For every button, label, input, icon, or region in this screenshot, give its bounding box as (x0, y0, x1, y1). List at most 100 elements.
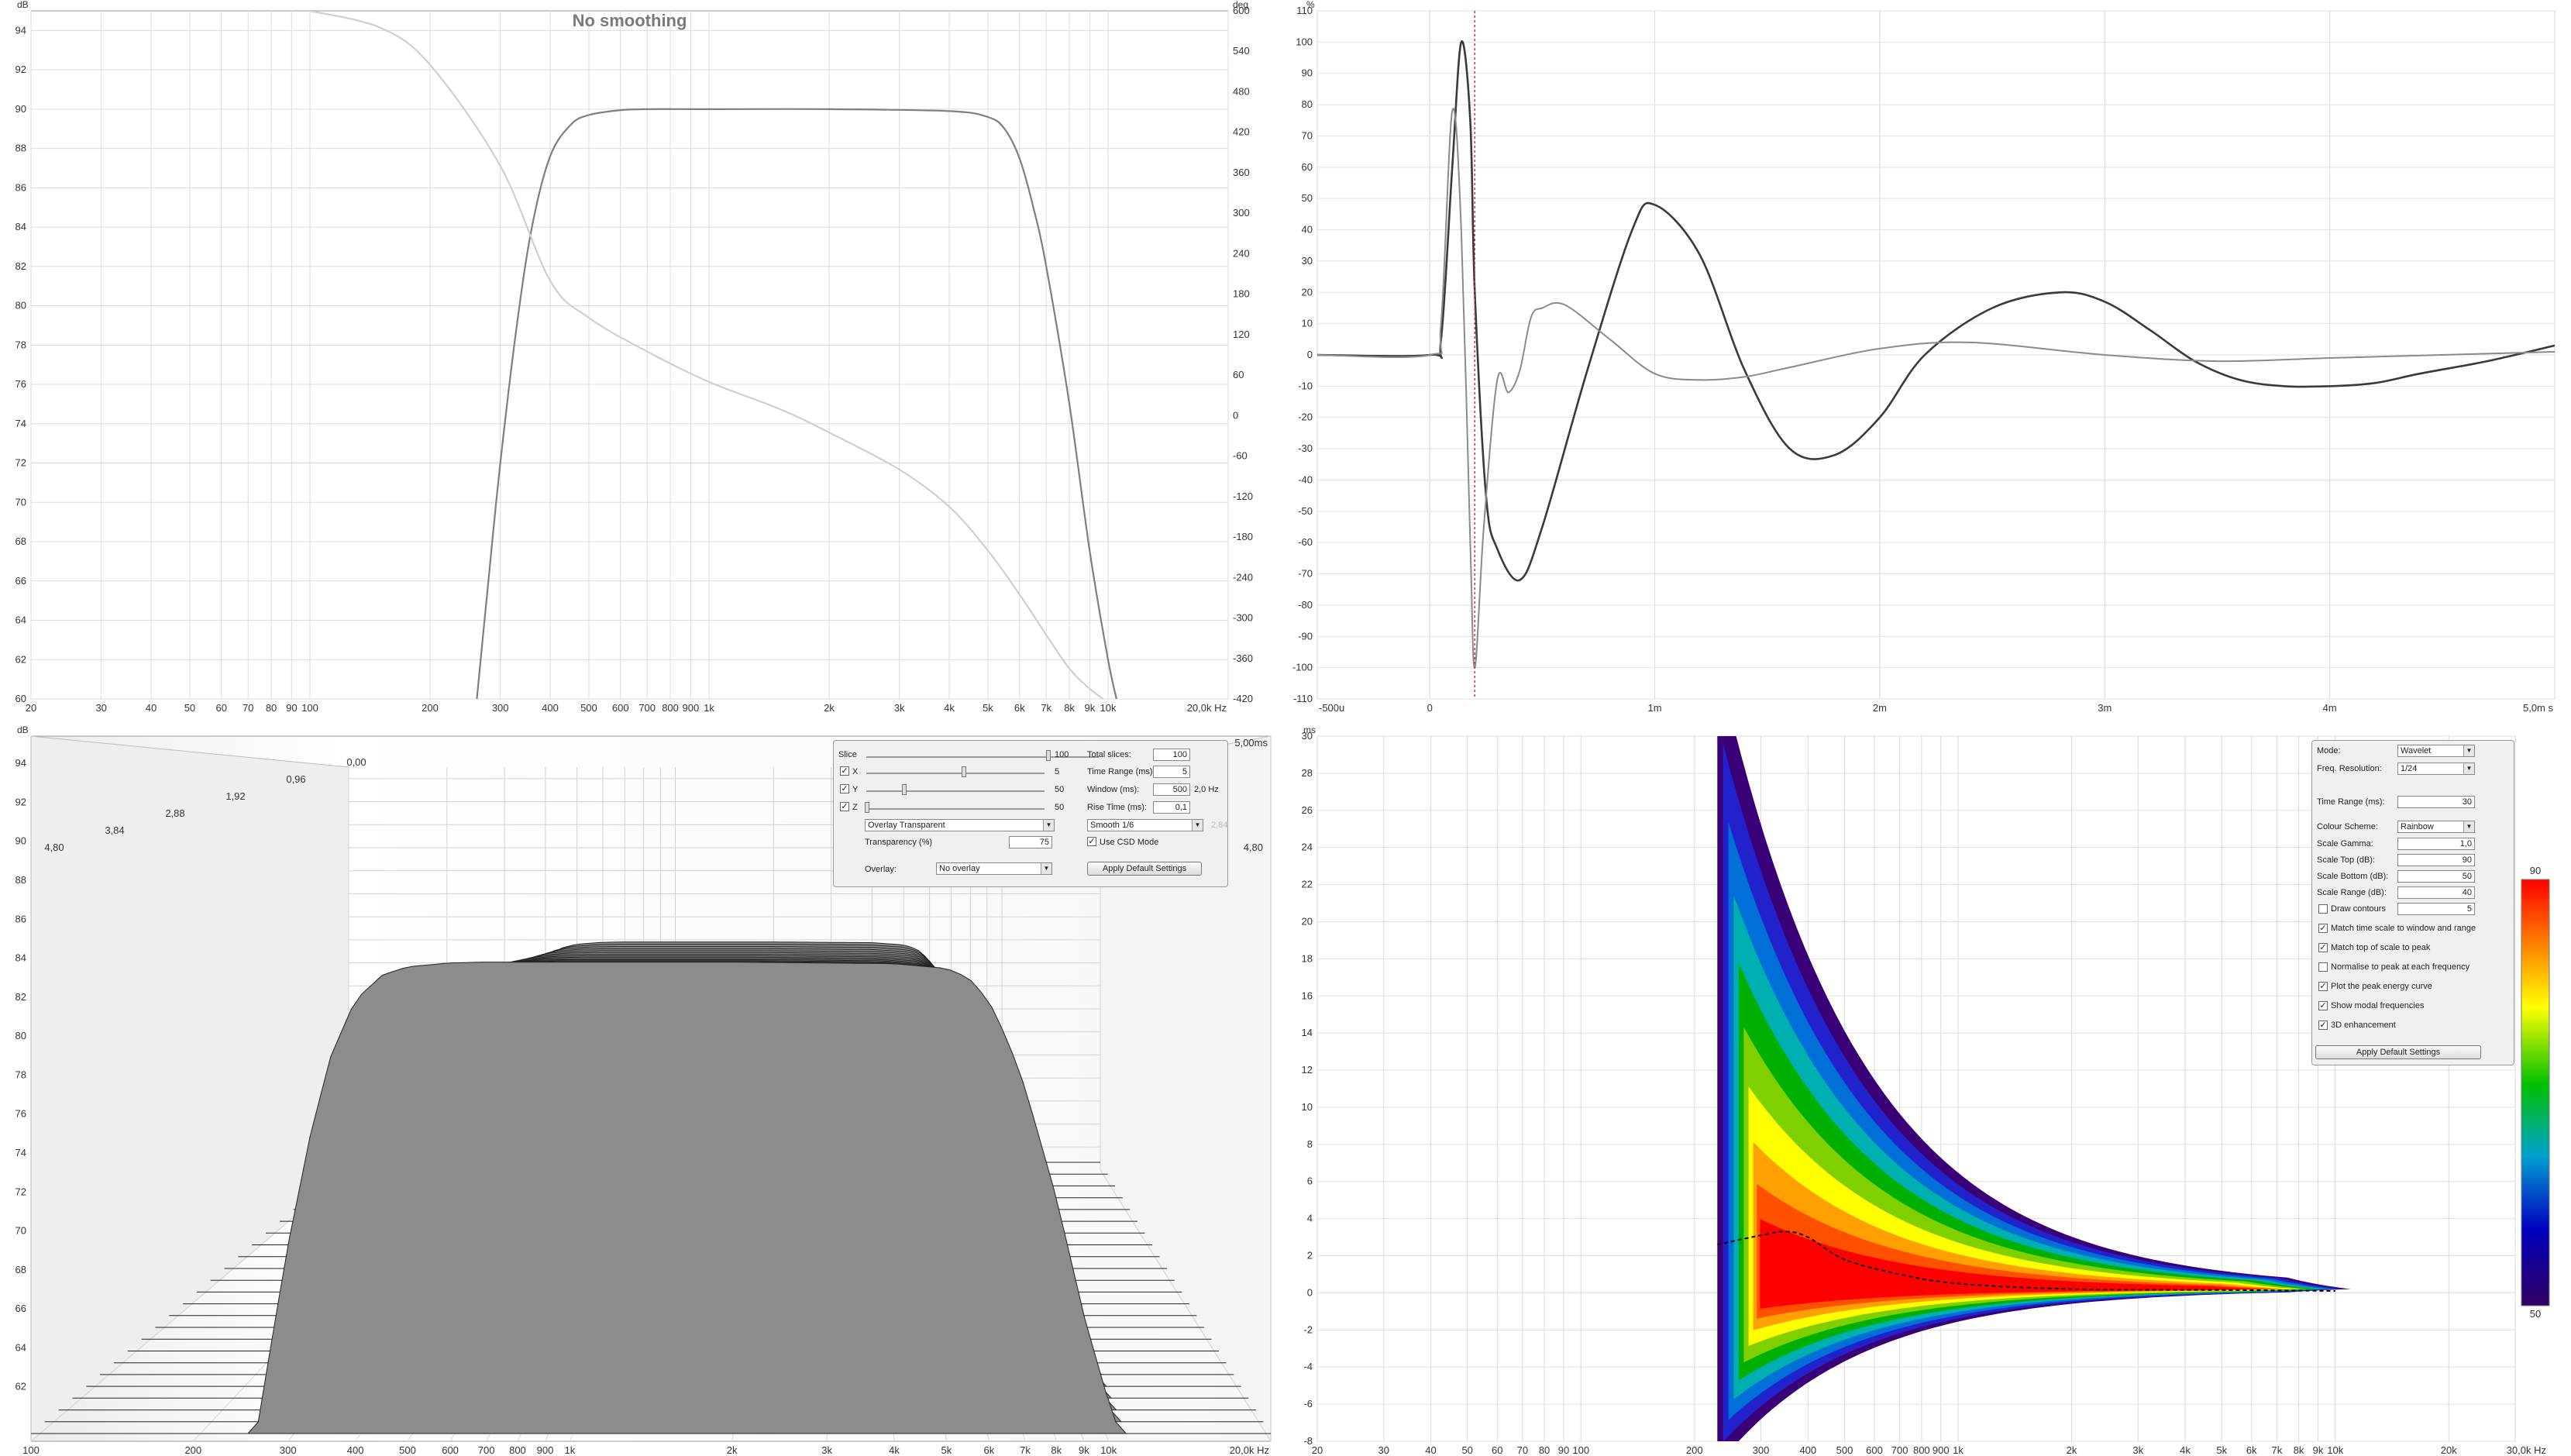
impulse-y-tick: -10 (1298, 380, 1313, 391)
waterfall-y-tick: 64 (15, 1341, 26, 1353)
freq-response-y-tick: 78 (15, 339, 26, 350)
time-range-input[interactable]: 5 (1153, 766, 1190, 778)
impulse-y-tick: -90 (1298, 630, 1313, 642)
spectrogram-y-tick: 16 (1302, 990, 1313, 1001)
impulse-y-tick: 10 (1302, 318, 1313, 329)
rise-time-input[interactable]: 0,1 (1153, 801, 1190, 814)
window-label: Window (ms): (1087, 785, 1140, 794)
x-label: X (852, 767, 859, 776)
spectrogram-x-tick: 300 (1753, 1444, 1770, 1456)
overlay-mode-select[interactable]: Overlay Transparent ▼ (865, 819, 1055, 831)
freq-response-y-tick: 84 (15, 221, 26, 232)
impulse-y-tick: -60 (1298, 536, 1313, 548)
use-csd-checkbox[interactable]: ✓ (1087, 837, 1096, 846)
y-slider[interactable] (866, 790, 1045, 792)
total-slices-input[interactable]: 100 (1153, 749, 1190, 761)
waterfall-x-tick: 7k (1020, 1444, 1031, 1456)
apply-defaults-button[interactable]: Apply Default Settings (1087, 862, 1202, 876)
freq-response-y2-tick: 180 (1233, 288, 1250, 300)
scale-range-input[interactable]: 40 (2397, 886, 2475, 899)
waterfall-y-unit: dB (17, 725, 29, 735)
transparency-input[interactable]: 75 (1009, 836, 1052, 848)
opt3-label: Normalise to peak at each frequency (2331, 962, 2470, 972)
spectrogram-y-tick: 12 (1302, 1064, 1313, 1076)
waterfall-floor-grid (1100, 1169, 1272, 1442)
waterfall-y-tick: 76 (15, 1108, 26, 1120)
freq-response-x-tick: 200 (422, 702, 439, 714)
freq-response-y-tick: 66 (15, 575, 26, 587)
scale-top-input[interactable]: 90 (2397, 854, 2475, 866)
spectrogram-y-tick: 4 (1307, 1213, 1313, 1224)
freq-response-x-tick: 90 (286, 702, 297, 714)
opt2-label: Match top of scale to peak (2331, 943, 2431, 952)
mode-select[interactable]: Wavelet ▼ (2397, 745, 2475, 757)
freq-response-x-tick: 30 (95, 702, 106, 714)
smoothing-select[interactable]: Smooth 1/6 ▼ (1087, 819, 1203, 831)
draw-contours-checkbox[interactable] (2318, 904, 2328, 914)
freq-response-y2-tick: -420 (1233, 693, 1253, 704)
z-value: 50 (1055, 803, 1065, 812)
phase-curve (309, 11, 1105, 699)
waterfall-y-tick: 66 (15, 1303, 26, 1314)
apply-defaults-button[interactable]: Apply Default Settings (2315, 1045, 2481, 1059)
contours-input[interactable]: 5 (2397, 903, 2475, 915)
y-value: 50 (1055, 785, 1065, 794)
x-slider-knob[interactable] (962, 766, 966, 777)
colour-scheme-select[interactable]: Rainbow ▼ (2397, 821, 2475, 833)
y-checkbox[interactable]: ✓ (840, 784, 849, 793)
spectrogram-y-tick: 14 (1302, 1027, 1313, 1038)
opt2-checkbox[interactable]: ✓ (2318, 943, 2328, 952)
opt5-checkbox[interactable]: ✓ (2318, 1001, 2328, 1010)
z-slider[interactable] (866, 808, 1045, 810)
spectrogram-x-tick: 70 (1517, 1444, 1528, 1456)
time-range-input[interactable]: 30 (2397, 796, 2475, 808)
waterfall-y-tick: 72 (15, 1186, 26, 1197)
x-slider[interactable] (866, 773, 1045, 774)
slice-slider-knob[interactable] (1046, 750, 1051, 761)
spectrogram-x-tick: 3k (2132, 1444, 2143, 1456)
slice-slider[interactable] (866, 756, 1099, 758)
freq-response-y2-tick: 360 (1233, 167, 1250, 178)
x-checkbox[interactable]: ✓ (840, 766, 849, 776)
waterfall-y-tick: 68 (15, 1264, 26, 1275)
freq-res-label: Freq. Resolution: (2317, 764, 2382, 773)
freq-response-y-tick: 90 (15, 103, 26, 115)
waterfall-y-tick: 94 (15, 757, 26, 769)
spectrogram-x-tick: 80 (1539, 1444, 1550, 1456)
freq-response-y2-tick: 600 (1233, 5, 1250, 16)
transparency-label: Transparency (%) (865, 838, 933, 847)
overlay-select[interactable]: No overlay ▼ (936, 862, 1052, 875)
z-slider-knob[interactable] (865, 802, 869, 813)
y-slider-knob[interactable] (902, 784, 907, 795)
opt3-checkbox[interactable] (2318, 962, 2328, 972)
spectrogram-x-tick: 7k (2271, 1444, 2282, 1456)
impulse-x-tick: 2m (1873, 702, 1887, 714)
waterfall-y-tick: 62 (15, 1381, 26, 1392)
freq-response-y2-tick: 240 (1233, 247, 1250, 259)
freq-response-x-tick: 1k (704, 702, 714, 714)
freq-response-x-tick: 7k (1041, 702, 1051, 714)
opt6-checkbox[interactable]: ✓ (2318, 1021, 2328, 1030)
freq-response-y2-tick: -300 (1233, 612, 1253, 624)
waterfall-x-tick: 20,0k Hz (1230, 1444, 1269, 1456)
spectrogram-x-tick: 200 (1686, 1444, 1703, 1456)
opt4-checkbox[interactable]: ✓ (2318, 982, 2328, 991)
z-checkbox[interactable]: ✓ (840, 802, 849, 811)
freq-response-x-tick: 800 (662, 702, 679, 714)
waterfall-y-tick: 92 (15, 796, 26, 807)
freq-response-y-tick: 60 (15, 693, 26, 704)
slice-value: 100 (1055, 750, 1069, 759)
scale-gamma-input[interactable]: 1,0 (2397, 838, 2475, 850)
z-label: Z (852, 803, 858, 812)
chevron-down-icon: ▼ (2463, 763, 2474, 774)
impulse-y-tick: -70 (1298, 568, 1313, 580)
opt1-checkbox[interactable]: ✓ (2318, 924, 2328, 933)
freq-response-y2-tick: -60 (1233, 450, 1248, 462)
spectrogram-ticks: 20 30 40 50 60 70 80 90 100 200 300 400 500 600 700 800… (1302, 725, 2550, 1456)
scale-bottom-input[interactable]: 50 (2397, 870, 2475, 883)
freq-res-select[interactable]: 1/24 ▼ (2397, 762, 2475, 775)
window-input[interactable]: 500 (1153, 783, 1190, 796)
spectrogram-y-tick: 20 (1302, 915, 1313, 927)
waterfall-time-label: 0,96 (286, 773, 305, 785)
